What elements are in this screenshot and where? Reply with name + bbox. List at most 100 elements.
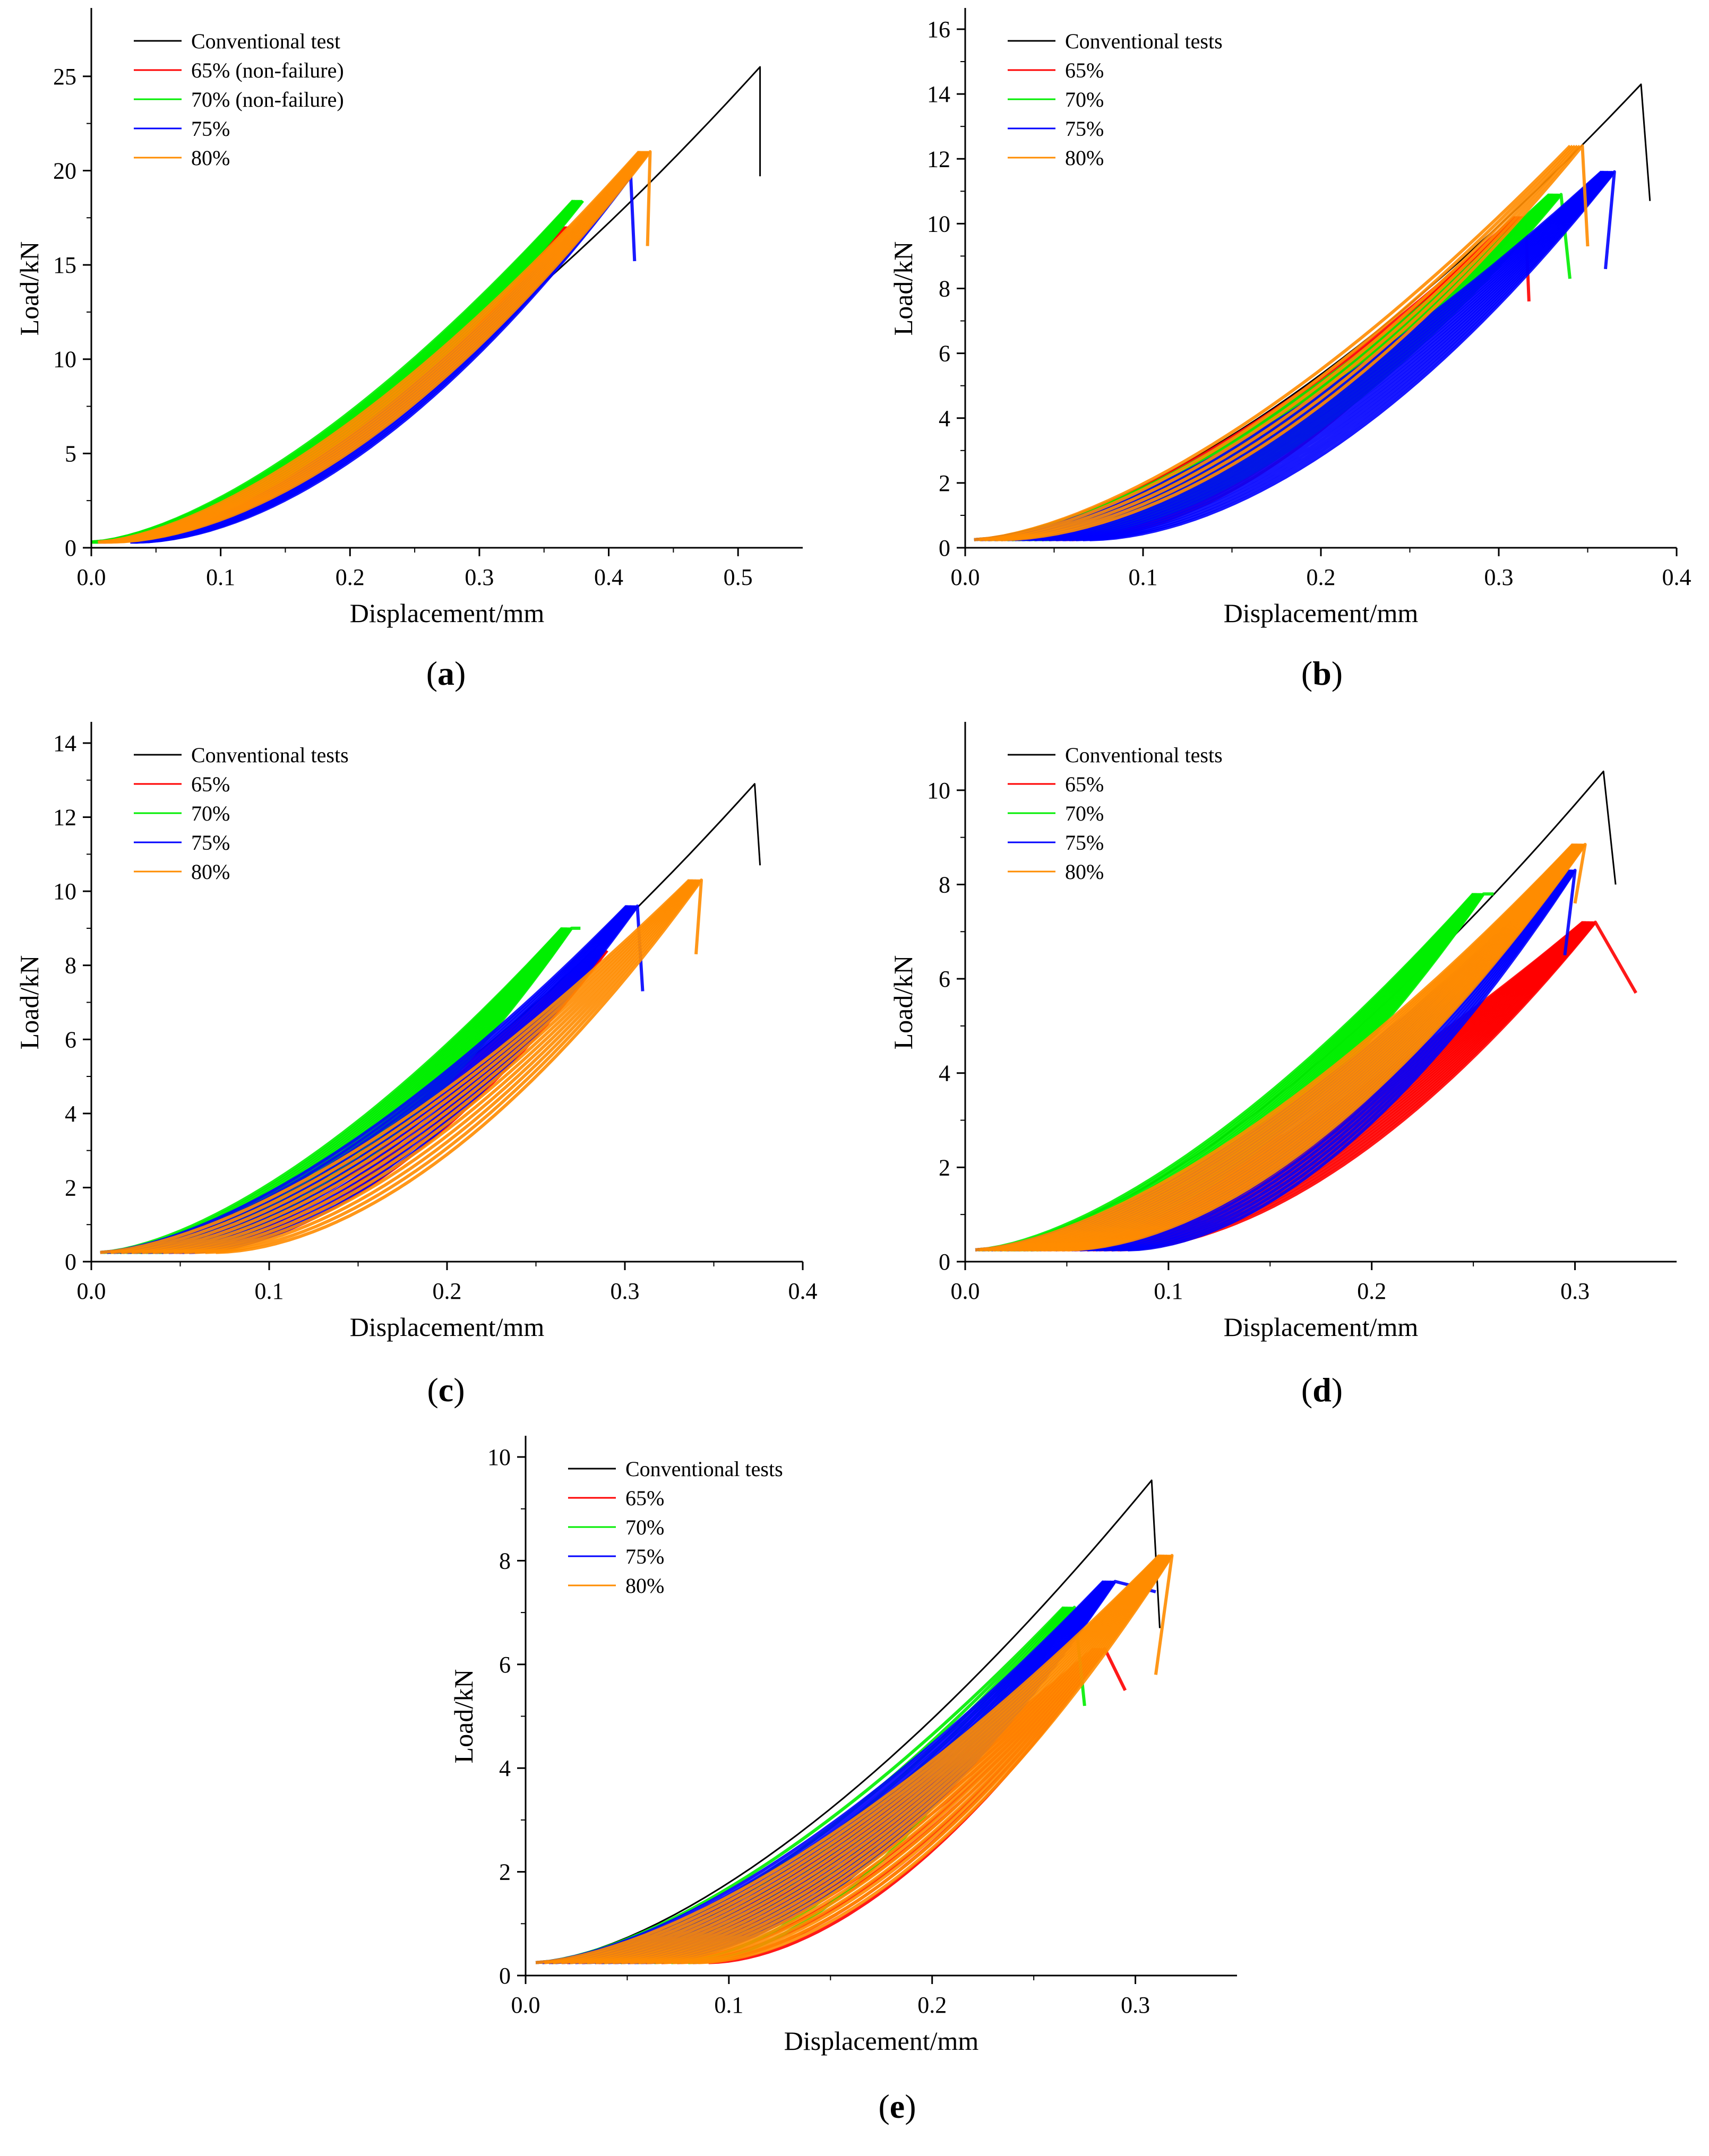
curve-70-non-failure-a-11 bbox=[97, 200, 583, 544]
curve-75-b-7 bbox=[1021, 170, 1608, 541]
curve-65-non-failure-a-5 bbox=[98, 226, 567, 544]
curve-80-e-15 bbox=[664, 1554, 1171, 1964]
y-tick-label-e-4: 8 bbox=[499, 1548, 511, 1574]
y-tick-label-c-4: 8 bbox=[65, 953, 76, 979]
y-tick-label-b-3: 6 bbox=[939, 341, 950, 367]
curve-80-e-3 bbox=[561, 1554, 1163, 1964]
curve-65-non-failure-a-3 bbox=[95, 226, 565, 544]
curve-80-c-11 bbox=[216, 878, 703, 1254]
curve-80-e-14 bbox=[655, 1554, 1170, 1964]
curve-80-c-8 bbox=[184, 879, 700, 1254]
curve-80-b-0 bbox=[974, 144, 1571, 541]
curve-70-non-failure-a-9 bbox=[96, 200, 581, 544]
curve-70-non-failure-a-4 bbox=[93, 200, 578, 544]
curve-75-a-11 bbox=[136, 175, 637, 544]
y-tick-label-a-1: 5 bbox=[65, 441, 76, 467]
x-axis-title-d: Displacement/mm bbox=[1224, 1312, 1419, 1342]
panel-caption-close-b: ) bbox=[1332, 654, 1343, 692]
y-tick-label-b-8: 16 bbox=[927, 16, 950, 42]
legend-label-conventional-tests-d: Conventional tests bbox=[1065, 743, 1223, 767]
series-80-d bbox=[975, 843, 1587, 1252]
curve-75-d-19 bbox=[1128, 868, 1577, 1252]
legend-label-80-b: 80% bbox=[1065, 146, 1104, 170]
panel-caption-letter-d: d bbox=[1312, 1371, 1332, 1409]
curve-70-non-failure-a-6 bbox=[94, 200, 579, 544]
curve-80-b-5 bbox=[1000, 144, 1590, 541]
curve-75-c-10 bbox=[168, 905, 637, 1254]
curve-75-b-9 bbox=[1035, 170, 1610, 541]
y-axis-title-e: Load/kN bbox=[449, 1669, 478, 1764]
curve-75-b-14 bbox=[1069, 170, 1613, 541]
x-tick-label-d-1: 0.1 bbox=[1154, 1278, 1183, 1304]
curve-80-c-5 bbox=[152, 879, 696, 1254]
x-tick-label-c-1: 0.1 bbox=[255, 1278, 284, 1304]
y-tick-label-e-5: 10 bbox=[487, 1444, 511, 1470]
curve-80-e-7 bbox=[595, 1554, 1165, 1964]
curve-80-d-16 bbox=[1045, 843, 1584, 1252]
legend-label-conventional-tests-e: Conventional tests bbox=[625, 1457, 783, 1481]
curve-65-b-5 bbox=[1011, 216, 1520, 541]
curve-80-b-4 bbox=[995, 144, 1582, 541]
y-tick-label-e-1: 2 bbox=[499, 1859, 511, 1885]
curve-75-b-15 bbox=[1076, 170, 1614, 541]
curve-80-e-1 bbox=[544, 1554, 1161, 1964]
curve-65-non-failure-a-1 bbox=[92, 226, 563, 544]
curve-80-a-0 bbox=[97, 150, 640, 544]
curve-80-e-6 bbox=[587, 1554, 1165, 1964]
x-axis-title-e: Displacement/mm bbox=[784, 2026, 979, 2056]
x-tick-label-c-4: 0.4 bbox=[788, 1278, 818, 1304]
curve-75-d-18 bbox=[1120, 869, 1576, 1252]
curve-75-b-11 bbox=[1049, 170, 1611, 541]
series-80-c bbox=[100, 878, 703, 1254]
x-tick-label-a-3: 0.3 bbox=[465, 564, 494, 590]
legend-label-conventional-tests-b: Conventional tests bbox=[1065, 29, 1223, 53]
series-conventional-tests-e bbox=[535, 1479, 1161, 1964]
panel-caption-open-c: ( bbox=[427, 1371, 438, 1409]
legend-label-65-non-failure-a: 65% (non-failure) bbox=[191, 58, 344, 82]
x-tick-label-a-1: 0.1 bbox=[206, 564, 235, 590]
curve-75-c-9 bbox=[161, 905, 635, 1254]
legend-label-80-e: 80% bbox=[625, 1574, 664, 1598]
curve-80-e-19 bbox=[698, 1554, 1174, 1964]
panel-caption-open-b: ( bbox=[1301, 654, 1312, 692]
curve-70-non-failure-a-13 bbox=[98, 200, 585, 544]
y-tick-label-d-3: 6 bbox=[939, 966, 950, 992]
curve-80-d-15 bbox=[1041, 843, 1583, 1252]
curve-80-c-9 bbox=[194, 879, 701, 1254]
legend-label-80-d: 80% bbox=[1065, 860, 1104, 884]
panel-caption-open-a: ( bbox=[426, 654, 437, 692]
plot-area-c bbox=[100, 783, 761, 1254]
curve-80-c-3 bbox=[131, 879, 694, 1254]
y-tick-label-c-2: 4 bbox=[65, 1101, 76, 1127]
x-tick-label-e-0: 0.0 bbox=[511, 1992, 540, 2018]
curve-80-c-6 bbox=[163, 879, 698, 1254]
y-axis-title-a: Load/kN bbox=[14, 242, 44, 336]
panel-caption-letter-a: a bbox=[437, 654, 454, 692]
curve-75-c-3 bbox=[121, 905, 631, 1254]
curve-75-b-10 bbox=[1042, 170, 1611, 541]
panel-caption-letter-e: e bbox=[890, 2088, 905, 2125]
legend-label-80-c: 80% bbox=[191, 860, 230, 884]
series-80-e bbox=[535, 1554, 1174, 1964]
y-tick-label-d-5: 10 bbox=[927, 778, 950, 804]
legend-c: Conventional tests 65% 70% 75% 80% bbox=[134, 743, 349, 884]
legend-label-70-b: 70% bbox=[1065, 88, 1104, 111]
curve-80-e-13 bbox=[647, 1554, 1170, 1964]
curve-80-d-21 bbox=[1067, 843, 1587, 1252]
plot-area-d bbox=[975, 770, 1638, 1252]
curve-80-c-10 bbox=[205, 879, 702, 1254]
curve-80-c-7 bbox=[174, 879, 699, 1254]
chart-panel-d: 0.0 0.1 0.2 0.3 0 2 4 6 8 10 Displacement/mm Load/k… bbox=[888, 722, 1677, 1409]
chart-panel-c: 0.0 0.1 0.2 0.3 0.4 0 2 4 6 8 10 12 14 Displacement/m… bbox=[14, 722, 818, 1409]
curve-80-c-0 bbox=[100, 879, 691, 1254]
x-tick-label-a-2: 0.2 bbox=[336, 564, 365, 590]
y-tick-label-d-4: 8 bbox=[939, 872, 950, 898]
legend-d: Conventional tests 65% 70% 75% 80% bbox=[1008, 743, 1223, 884]
x-axis-title-a: Displacement/mm bbox=[350, 598, 545, 628]
y-tick-label-c-6: 12 bbox=[53, 805, 76, 831]
x-tick-label-d-2: 0.2 bbox=[1357, 1278, 1386, 1304]
curve-80-e-8 bbox=[604, 1554, 1166, 1964]
curve-80-b-1 bbox=[979, 144, 1574, 541]
x-tick-label-e-2: 0.2 bbox=[917, 1992, 947, 2018]
